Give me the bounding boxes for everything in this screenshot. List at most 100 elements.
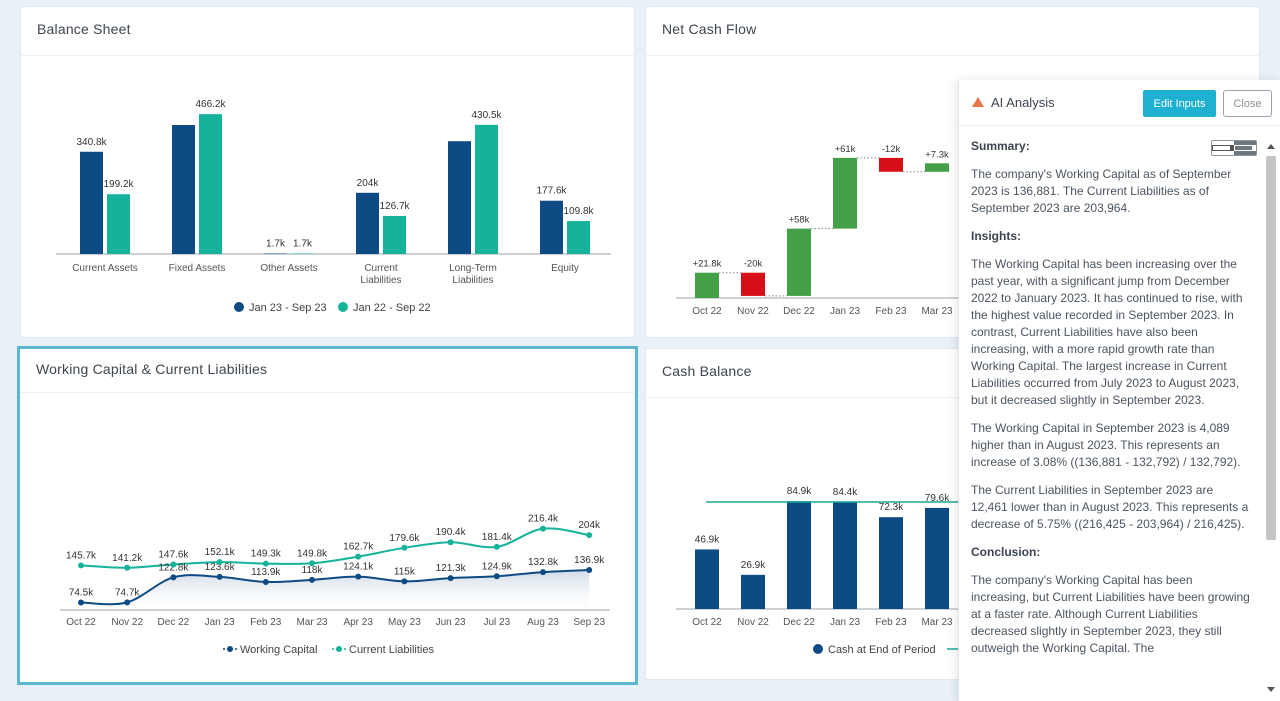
data-point (170, 574, 177, 581)
x-tick-label: Jan 23 (205, 617, 235, 628)
bar (833, 501, 857, 609)
divider (20, 392, 635, 393)
x-tick-label: Liabilities (360, 275, 401, 286)
legend-marker (227, 646, 233, 652)
legend-marker (338, 302, 348, 312)
insights-heading: Insights: (971, 229, 1021, 243)
data-label: 1.7k (293, 238, 313, 249)
balance-sheet-title: Balance Sheet (37, 21, 131, 37)
data-label: 46.9k (695, 534, 720, 545)
x-tick-label: Feb 23 (250, 617, 282, 628)
data-label: 179.6k (389, 533, 420, 544)
data-point (401, 578, 408, 585)
waterfall-bar (787, 228, 811, 296)
data-label: 118k (302, 565, 324, 576)
data-label: 74.7k (115, 587, 140, 598)
data-label: 152.1k (205, 547, 236, 558)
bar (291, 253, 314, 254)
scroll-down-arrow-icon[interactable] (1267, 687, 1275, 692)
view-toggle[interactable] (1211, 140, 1257, 156)
legend-label: Jan 22 - Sep 22 (353, 302, 431, 314)
x-tick-label: Nov 22 (737, 306, 769, 317)
data-label: +7.3k (925, 149, 949, 160)
ai-analysis-content: Summary: The company's Working Capital a… (971, 138, 1253, 693)
x-tick-label: Nov 22 (737, 617, 769, 628)
net-cash-flow-title: Net Cash Flow (662, 21, 757, 37)
area-fill (81, 570, 590, 610)
waterfall-bar (925, 163, 949, 172)
legend-label: Cash at End of Period (828, 644, 936, 656)
data-label: 149.3k (251, 549, 282, 560)
data-label: -20k (744, 259, 763, 270)
data-label: 72.3k (879, 502, 904, 513)
panel-view-icon[interactable] (1234, 141, 1256, 155)
bar (264, 253, 287, 254)
data-label: 145.7k (66, 550, 97, 561)
data-point (262, 578, 269, 585)
insight-paragraph: The Current Liabilities in September 202… (971, 483, 1249, 531)
bar (383, 215, 406, 254)
data-point (309, 560, 315, 567)
bar (172, 125, 195, 254)
data-label: 122.8k (158, 562, 189, 573)
x-tick-label: Aug 23 (527, 617, 559, 628)
data-label: 113.9k (251, 567, 281, 578)
scroll-thumb[interactable] (1266, 156, 1276, 540)
data-label: 216.4k (528, 514, 559, 525)
line-current-liabilities (80, 527, 590, 569)
data-label: 26.9k (741, 560, 766, 571)
summary-text: The company's Working Capital as of Sept… (971, 167, 1232, 215)
legend-marker (813, 644, 823, 654)
data-point (355, 553, 362, 560)
data-point (170, 561, 177, 568)
scrollbar[interactable] (1265, 138, 1277, 698)
data-point (540, 569, 546, 576)
close-button[interactable]: Close (1223, 90, 1272, 117)
x-tick-label: Equity (551, 263, 579, 274)
data-label: 132.8k (528, 557, 559, 568)
x-tick-label: Liabilities (452, 275, 493, 286)
data-point (309, 576, 315, 583)
divider (646, 397, 1259, 398)
scroll-up-arrow-icon[interactable] (1267, 144, 1275, 149)
divider (646, 55, 1259, 56)
balance-sheet-card: Balance Sheet 340.8k 199.2k Current Assets… (20, 6, 635, 338)
waterfall-bar (741, 272, 765, 296)
insight-paragraph: The Working Capital in September 2023 is… (971, 421, 1241, 469)
data-label: 199.2k (103, 179, 134, 190)
ai-analysis-panel: AI Analysis Edit Inputs Close Summary: T… (958, 80, 1280, 701)
x-tick-label: Feb 23 (875, 306, 907, 317)
x-tick-label: Feb 23 (875, 617, 907, 628)
x-tick-label: Dec 22 (783, 617, 815, 628)
data-point (78, 599, 84, 606)
divider (21, 55, 634, 56)
data-label: 126.7k (379, 201, 410, 212)
data-point (493, 573, 500, 580)
data-point (493, 543, 500, 550)
x-tick-label: Dec 22 (783, 306, 815, 317)
legend-marker (336, 646, 342, 652)
data-label: +21.8k (693, 259, 722, 270)
working-capital-chart: 74.5k 74.7k 122.8k 123.6k 113.9k 118k 124.1k 11… (60, 514, 610, 656)
data-point (401, 544, 408, 551)
data-label: +58k (789, 215, 810, 226)
waterfall-bar (833, 157, 857, 229)
data-label: 136.9k (574, 555, 605, 566)
data-point (78, 562, 84, 569)
bar (879, 517, 903, 609)
bar (695, 549, 719, 609)
working-capital-title: Working Capital & Current Liabilities (36, 361, 268, 377)
data-label: +61k (835, 144, 856, 155)
x-tick-label: Dec 22 (158, 617, 190, 628)
data-label: 109.8k (563, 206, 594, 217)
data-label: 121.3k (436, 563, 467, 574)
net-cash-flow-chart: +21.8k Oct 22 -20k Nov 22 +58k Dec 22 +61k Jan … (676, 144, 966, 317)
warning-icon (972, 97, 984, 107)
split-view-icon[interactable] (1212, 141, 1234, 155)
edit-inputs-button[interactable]: Edit Inputs (1143, 90, 1216, 117)
bar (787, 501, 811, 609)
data-point (216, 559, 223, 566)
waterfall-bar (695, 272, 719, 298)
working-capital-card[interactable]: Working Capital & Current Liabilities 74… (17, 346, 638, 685)
x-tick-label: Jan 23 (830, 617, 860, 628)
